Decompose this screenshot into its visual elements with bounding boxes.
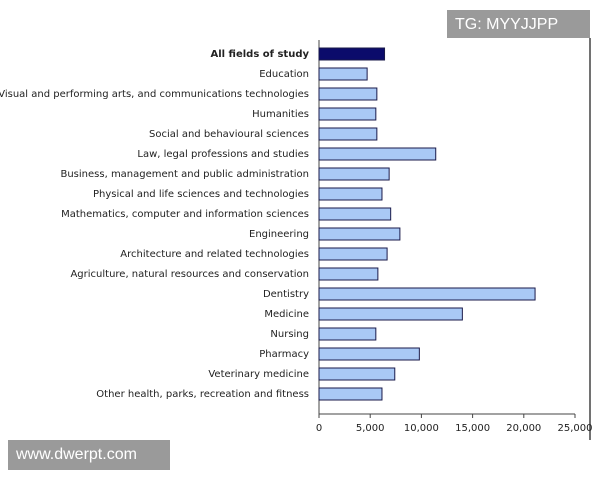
bar [318,387,383,401]
x-tick-label: 0 [316,423,322,434]
y-tick-label: Medicine [264,309,309,320]
y-tick-label: Nursing [270,329,309,340]
bar [318,247,388,261]
bar [318,67,368,81]
x-tick-label: 20,000 [506,423,541,434]
y-tick-label: Agriculture, natural resources and conse… [70,269,309,280]
bar [318,87,378,101]
y-tick-label: Dentistry [263,289,309,300]
chart-area [0,38,590,440]
watermark-box [447,10,590,38]
x-tick-label: 10,000 [404,423,439,434]
y-tick-label: Mathematics, computer and information sc… [61,209,309,220]
y-tick-label: Law, legal professions and studies [137,149,309,160]
y-tick-label: Other health, parks, recreation and fitn… [96,389,309,400]
bar [318,307,463,321]
bar [318,47,386,61]
y-tick-label: Social and behavioural sciences [149,129,309,140]
y-tick-label: Pharmacy [259,349,309,360]
bar [318,347,420,361]
bar [318,327,377,341]
y-tick-label: Architecture and related technologies [120,249,309,260]
y-tick-label: Business, management and public administ… [60,169,309,180]
y-tick-label: Humanities [252,109,309,120]
y-tick-label: Education [259,69,309,80]
y-tick-label: Engineering [249,229,309,240]
y-tick-label: Visual and performing arts, and communic… [0,89,309,100]
x-tick-label: 15,000 [455,423,490,434]
bar [318,127,378,141]
bar [318,207,392,221]
x-tick-label: 25,000 [558,423,593,434]
y-tick-label: All fields of study [210,49,309,60]
bar [318,227,401,241]
watermark-box [8,440,170,470]
bar [318,147,437,161]
bar [318,287,536,301]
bar [318,367,396,381]
watermark: TG: MYYJJPP [455,16,558,33]
y-tick-label: Veterinary medicine [208,369,309,380]
bar [318,267,379,281]
bar [318,167,390,181]
watermark: www.dwerpt.com [15,446,137,463]
bar [318,107,377,121]
bar [318,187,383,201]
x-tick-label: 5,000 [356,423,385,434]
y-tick-label: Physical and life sciences and technolog… [93,189,309,200]
